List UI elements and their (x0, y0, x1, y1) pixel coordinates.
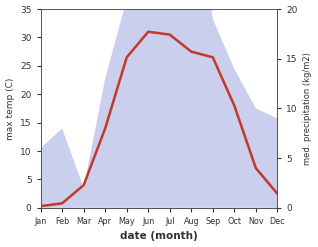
Y-axis label: med. precipitation (kg/m2): med. precipitation (kg/m2) (303, 52, 313, 165)
X-axis label: date (month): date (month) (120, 231, 198, 242)
Y-axis label: max temp (C): max temp (C) (5, 77, 15, 140)
